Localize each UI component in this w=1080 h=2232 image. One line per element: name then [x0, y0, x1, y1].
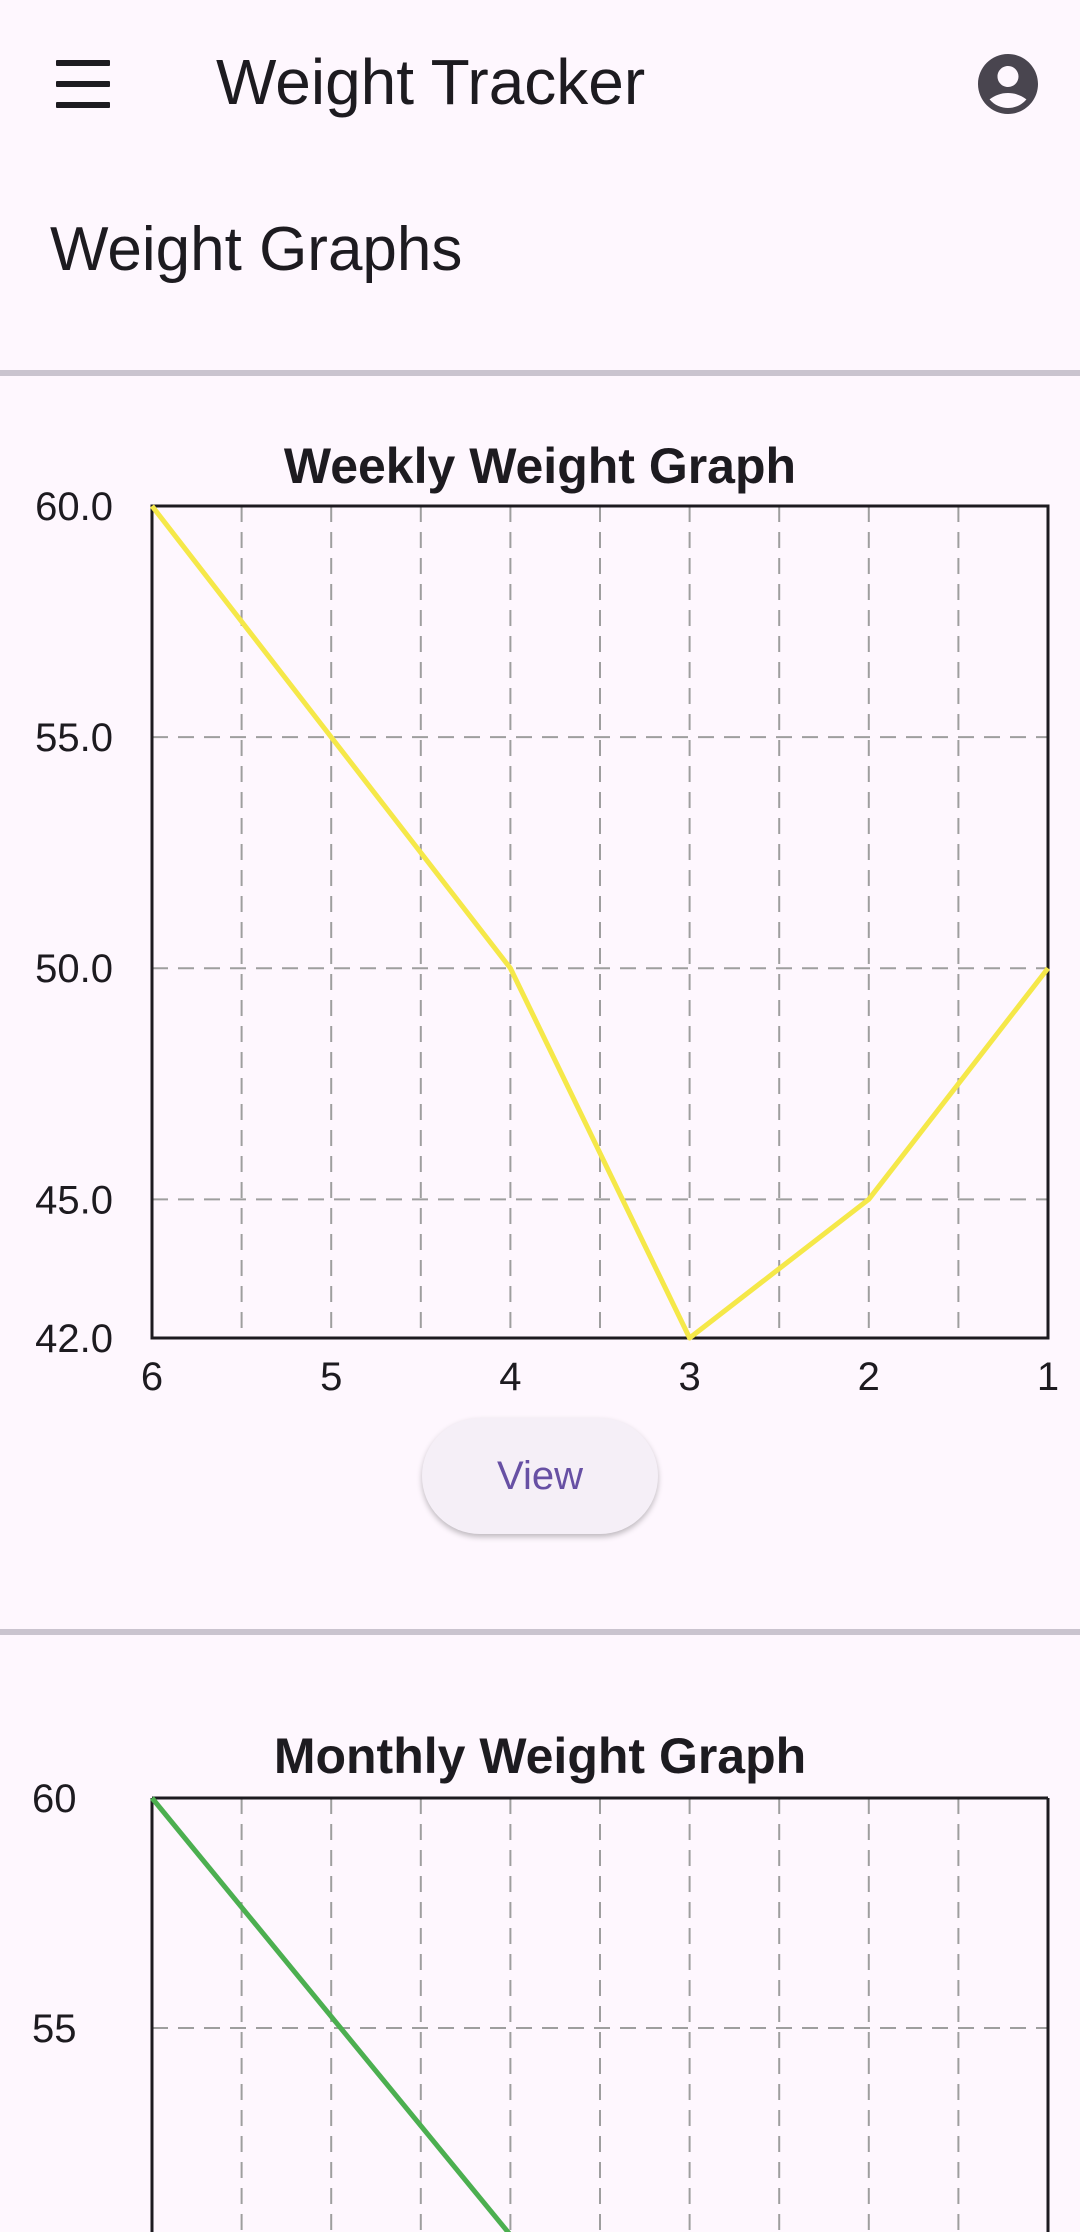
section-title: Weight Graphs	[50, 215, 463, 284]
y-tick-label: 55.0	[35, 716, 113, 760]
y-tick-label: 50.0	[35, 947, 113, 991]
account-circle-icon	[978, 54, 1038, 114]
monthly-weight-chart: 60 55	[32, 1780, 1050, 2232]
y-tick-label: 55	[32, 2007, 77, 2051]
weekly-weight-line	[150, 504, 1050, 1341]
y-tick-label: 60	[32, 1780, 77, 1821]
x-tick-label: 4	[499, 1355, 521, 1399]
monthly-chart-title: Monthly Weight Graph	[273, 1728, 807, 1784]
y-tick-label: 60.0	[35, 490, 113, 529]
divider	[0, 1629, 1080, 1635]
menu-button[interactable]	[40, 44, 128, 124]
weekly-weight-chart: 42.0 45.0 50.0 55.0 60.0 6 5 4 3 2 1	[35, 490, 1059, 1399]
app-bar: Weight Tracker	[0, 0, 1080, 160]
weekly-chart-title: Weekly Weight Graph	[283, 438, 797, 494]
app-title: Weight Tracker	[216, 46, 646, 118]
monthly-weight-line	[150, 1796, 512, 2232]
profile-button[interactable]	[972, 48, 1044, 120]
y-tick-label: 45.0	[35, 1178, 113, 1222]
x-tick-label: 2	[858, 1355, 880, 1399]
plot-border	[150, 504, 1050, 1340]
x-tick-label: 3	[678, 1355, 700, 1399]
divider	[0, 370, 1080, 376]
x-tick-label: 1	[1037, 1355, 1059, 1399]
x-tick-label: 6	[141, 1355, 163, 1399]
view-button[interactable]: View	[422, 1418, 658, 1534]
x-tick-label: 5	[320, 1355, 342, 1399]
y-tick-label: 42.0	[35, 1317, 113, 1361]
